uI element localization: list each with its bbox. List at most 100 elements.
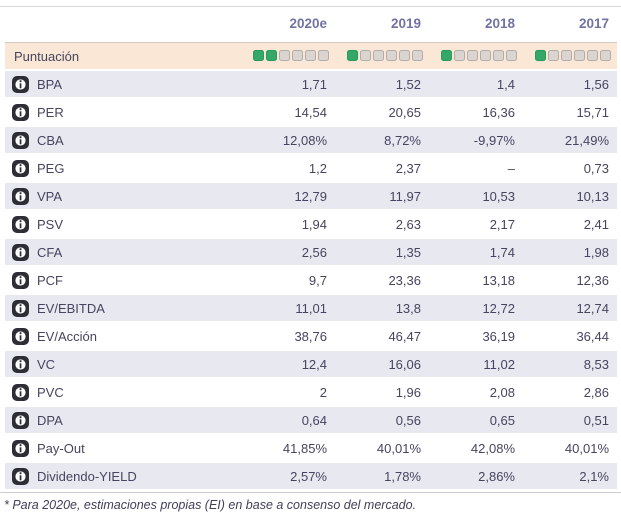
score-square-empty <box>318 49 329 61</box>
info-icon[interactable] <box>12 75 29 93</box>
table-header: 2020e 2019 2018 2017 <box>5 9 617 40</box>
metric-value: 36,19 <box>429 323 523 349</box>
valuation-metrics-panel: 2020e 2019 2018 2017 Puntuación BPA 1,71… <box>0 6 621 512</box>
metric-value: 1,78% <box>335 463 429 489</box>
metric-value: 1,74 <box>429 239 523 265</box>
info-icon[interactable] <box>12 271 29 289</box>
metric-label: PCF <box>37 272 63 288</box>
metric-value: -9,97% <box>429 127 523 153</box>
info-icon[interactable] <box>12 215 29 233</box>
table-row: EV/EBITDA 11,01 13,8 12,72 12,74 <box>5 295 617 321</box>
metric-value: 21,49% <box>523 127 617 153</box>
score-square-empty <box>386 49 397 61</box>
table-row: PSV 1,94 2,63 2,17 2,41 <box>5 211 617 237</box>
table-row: BPA 1,71 1,52 1,4 1,56 <box>5 71 617 97</box>
metric-value: 1,71 <box>241 71 335 97</box>
table-row: PEG 1,2 2,37 – 0,73 <box>5 155 617 181</box>
metric-value: 15,71 <box>523 99 617 125</box>
table-row: VPA 12,79 11,97 10,53 10,13 <box>5 183 617 209</box>
score-square-empty <box>399 49 410 61</box>
metric-value: 2,37 <box>335 155 429 181</box>
table-row: PCF 9,7 23,36 13,18 12,36 <box>5 267 617 293</box>
metric-value: 16,06 <box>335 351 429 377</box>
metric-value: 1,2 <box>241 155 335 181</box>
metric-value: 12,74 <box>523 295 617 321</box>
score-square-filled <box>441 49 452 61</box>
score-square-filled <box>266 49 277 61</box>
metric-value: 2,56 <box>241 239 335 265</box>
info-icon[interactable] <box>12 383 29 401</box>
metric-value: 1,96 <box>335 379 429 405</box>
metric-value: 0,56 <box>335 407 429 433</box>
score-square-empty <box>600 49 611 61</box>
metric-value: 2 <box>241 379 335 405</box>
metric-label: Dividendo-YIELD <box>37 468 137 484</box>
metric-value: 36,44 <box>523 323 617 349</box>
info-icon[interactable] <box>12 159 29 177</box>
table-row: CFA 2,56 1,35 1,74 1,98 <box>5 239 617 265</box>
info-icon[interactable] <box>12 327 29 345</box>
info-icon[interactable] <box>12 299 29 317</box>
metric-value: – <box>429 155 523 181</box>
info-icon[interactable] <box>12 439 29 457</box>
metric-value: 2,57% <box>241 463 335 489</box>
metric-value: 40,01% <box>335 435 429 461</box>
metric-value: 1,98 <box>523 239 617 265</box>
score-square-empty <box>373 49 384 61</box>
metric-value: 41,85% <box>241 435 335 461</box>
metric-value: 11,02 <box>429 351 523 377</box>
metric-value: 0,73 <box>523 155 617 181</box>
metric-value: 1,94 <box>241 211 335 237</box>
metric-value: 13,18 <box>429 267 523 293</box>
info-icon[interactable] <box>12 187 29 205</box>
info-icon[interactable] <box>12 355 29 373</box>
footnote-text: * Para 2020e, estimaciones propias (EI) … <box>4 498 417 512</box>
info-icon[interactable] <box>12 243 29 261</box>
score-squares-2019 <box>347 49 423 61</box>
metric-label: VPA <box>37 188 63 204</box>
metric-value: 2,86% <box>429 463 523 489</box>
column-header-2019: 2019 <box>390 16 421 31</box>
metric-label: DPA <box>37 412 63 428</box>
metric-label: PVC <box>37 384 64 400</box>
metric-value: 12,08% <box>241 127 335 153</box>
score-square-empty <box>548 49 559 61</box>
info-icon[interactable] <box>12 467 29 485</box>
score-square-filled <box>535 49 546 61</box>
info-icon[interactable] <box>12 103 29 121</box>
metric-value: 0,65 <box>429 407 523 433</box>
score-square-empty <box>493 49 504 61</box>
metric-value: 20,65 <box>335 99 429 125</box>
score-square-filled <box>347 49 358 61</box>
column-header-2018: 2018 <box>484 16 515 31</box>
score-square-empty <box>467 49 478 61</box>
info-icon[interactable] <box>12 131 29 149</box>
score-row: Puntuación <box>5 42 617 69</box>
metric-value: 8,53 <box>523 351 617 377</box>
metric-value: 0,51 <box>523 407 617 433</box>
metric-value: 12,4 <box>241 351 335 377</box>
metric-value: 1,56 <box>523 71 617 97</box>
metric-label: PER <box>37 104 64 120</box>
score-square-empty <box>292 49 303 61</box>
metric-value: 2,86 <box>523 379 617 405</box>
valuation-table: 2020e 2019 2018 2017 Puntuación BPA 1,71… <box>5 7 617 491</box>
metric-value: 2,08 <box>429 379 523 405</box>
table-row: Dividendo-YIELD 2,57% 1,78% 2,86% 2,1% <box>5 463 617 489</box>
info-icon[interactable] <box>12 411 29 429</box>
metric-value: 23,36 <box>335 267 429 293</box>
metric-value: 10,13 <box>523 183 617 209</box>
metric-value: 2,41 <box>523 211 617 237</box>
score-squares-2020e <box>253 49 329 61</box>
metric-label: PSV <box>37 216 64 232</box>
empty-header-cell <box>5 9 241 40</box>
table-row: CBA 12,08% 8,72% -9,97% 21,49% <box>5 127 617 153</box>
metric-value: 13,8 <box>335 295 429 321</box>
metric-value: 1,4 <box>429 71 523 97</box>
metric-value: 0,64 <box>241 407 335 433</box>
metric-value: 12,79 <box>241 183 335 209</box>
column-header-2017: 2017 <box>578 16 609 31</box>
score-square-empty <box>454 49 465 61</box>
score-squares-2018 <box>441 49 517 61</box>
score-square-empty <box>480 49 491 61</box>
